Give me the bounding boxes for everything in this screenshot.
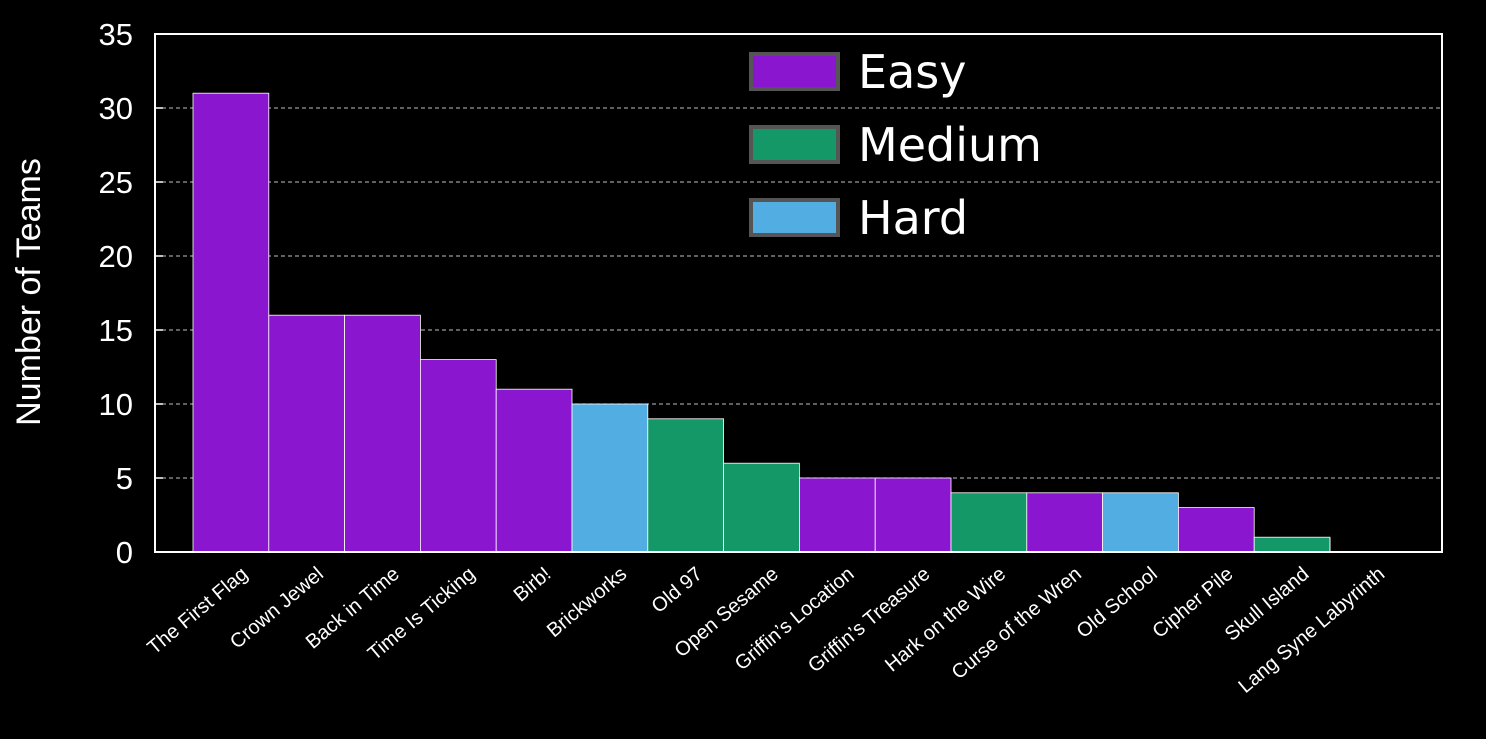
bar — [1026, 492, 1104, 553]
x-tick-label: Birb! — [510, 563, 556, 606]
y-tick-label: 5 — [116, 461, 133, 496]
bar — [950, 492, 1028, 553]
y-tick-label: 30 — [99, 91, 133, 126]
plot-frame — [154, 33, 1443, 553]
bar — [874, 477, 952, 553]
bar — [344, 314, 421, 553]
y-tick-label: 20 — [99, 239, 133, 274]
legend-label: Hard — [858, 191, 968, 245]
x-tick-label: Brickworks — [543, 563, 631, 642]
bar — [1253, 536, 1331, 553]
bars — [192, 92, 1331, 553]
bar — [799, 477, 876, 553]
bar — [495, 388, 573, 553]
y-axis-title: Number of Teams — [10, 158, 48, 426]
x-tick-label: Old School — [1073, 563, 1162, 643]
bar — [1178, 507, 1255, 553]
y-tick-label: 15 — [99, 313, 133, 348]
bar — [192, 92, 270, 553]
legend-swatch — [749, 125, 840, 164]
bar — [419, 359, 497, 553]
bar — [647, 418, 724, 553]
legend: Easy Medium Hard — [749, 45, 1042, 245]
legend-swatch — [749, 52, 840, 91]
y-tick-label: 0 — [116, 535, 133, 570]
bar — [268, 314, 345, 553]
y-tick-label: 10 — [99, 387, 133, 422]
y-tick-label: 25 — [99, 165, 133, 200]
y-axis-ticks: 0 5 10 15 20 25 30 35 — [99, 17, 163, 570]
bar — [723, 462, 800, 553]
x-tick-label: Lang Syne Labyrinth — [1234, 563, 1389, 698]
grid-lines — [155, 107, 1442, 479]
x-tick-label: Old 97 — [648, 563, 707, 618]
y-tick-label: 35 — [99, 17, 133, 52]
bar — [571, 403, 649, 553]
x-tick-label: Curse of the Wren — [948, 563, 1086, 684]
bar — [1102, 492, 1179, 553]
legend-label: Easy — [858, 45, 966, 99]
legend-swatch — [749, 198, 840, 237]
legend-label: Medium — [858, 118, 1042, 172]
